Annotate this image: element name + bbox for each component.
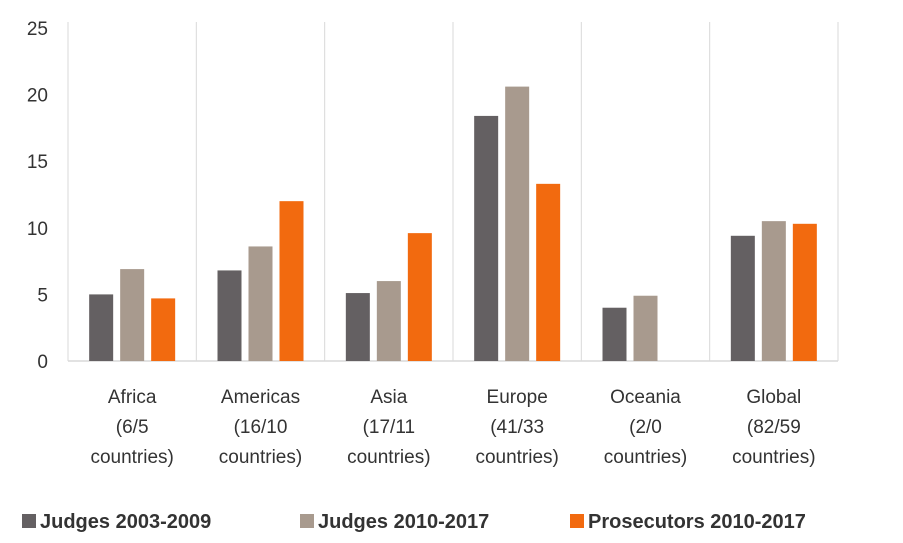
y-tick-labels: 0 5 10 15 20 25 bbox=[27, 19, 48, 373]
category-label: Europe bbox=[487, 387, 548, 408]
y-tick-label: 15 bbox=[27, 152, 48, 173]
category-label: Americas bbox=[221, 387, 300, 408]
bar-judges-2003-2009 bbox=[217, 270, 242, 361]
category-label: countries) bbox=[347, 447, 430, 468]
bar-judges-2003-2009 bbox=[730, 235, 755, 361]
y-tick-label: 20 bbox=[27, 86, 48, 107]
bar-judges-2003-2009 bbox=[345, 293, 370, 361]
bar-prosecutors-2010-2017 bbox=[151, 298, 176, 361]
legend: Judges 2003-2009 Judges 2010-2017 Prosecut… bbox=[22, 511, 806, 533]
y-tick-label: 10 bbox=[27, 219, 48, 240]
grid-lines bbox=[67, 22, 839, 361]
legend-label: Judges 2003-2009 bbox=[40, 511, 211, 533]
bar-judges-2010-2017 bbox=[248, 246, 273, 361]
category-label: Africa bbox=[108, 387, 157, 408]
bar-judges-2010-2017 bbox=[505, 86, 530, 361]
category-label: countries) bbox=[90, 447, 173, 468]
bar-judges-2003-2009 bbox=[89, 294, 114, 361]
bar-judges-2010-2017 bbox=[761, 221, 786, 361]
bar-judges-2003-2009 bbox=[602, 307, 627, 361]
category-label: Oceania bbox=[610, 387, 681, 408]
bar-prosecutors-2010-2017 bbox=[279, 201, 304, 361]
category-label: countries) bbox=[475, 447, 558, 468]
category-label: (82/59 bbox=[747, 417, 801, 438]
category-label: countries) bbox=[219, 447, 302, 468]
bars bbox=[89, 86, 817, 361]
category-label: countries) bbox=[732, 447, 815, 468]
bar-prosecutors-2010-2017 bbox=[407, 233, 432, 361]
legend-label: Prosecutors 2010-2017 bbox=[588, 511, 806, 533]
category-label: (6/5 bbox=[116, 417, 149, 438]
bar-prosecutors-2010-2017 bbox=[536, 183, 561, 361]
legend-swatch bbox=[300, 514, 314, 528]
category-label: (41/33 bbox=[490, 417, 544, 438]
bar-judges-2010-2017 bbox=[120, 269, 145, 361]
category-label: (2/0 bbox=[629, 417, 662, 438]
category-labels: Africa (6/5 countries) Americas (16/10 countr… bbox=[90, 387, 815, 468]
category-label: (16/10 bbox=[234, 417, 288, 438]
bar-judges-2010-2017 bbox=[633, 295, 658, 361]
y-tick-label: 5 bbox=[37, 285, 48, 306]
category-label: (17/11 bbox=[363, 417, 415, 438]
category-label: Global bbox=[746, 387, 801, 408]
bar-judges-2003-2009 bbox=[474, 115, 499, 361]
legend-swatch bbox=[570, 514, 584, 528]
bar-judges-2010-2017 bbox=[376, 281, 401, 361]
bar-prosecutors-2010-2017 bbox=[792, 223, 817, 361]
y-tick-label: 25 bbox=[27, 19, 48, 40]
legend-swatch bbox=[22, 514, 36, 528]
y-tick-label: 0 bbox=[37, 352, 48, 373]
category-label: Asia bbox=[370, 387, 407, 408]
category-label: countries) bbox=[604, 447, 687, 468]
legend-label: Judges 2010-2017 bbox=[318, 511, 489, 533]
